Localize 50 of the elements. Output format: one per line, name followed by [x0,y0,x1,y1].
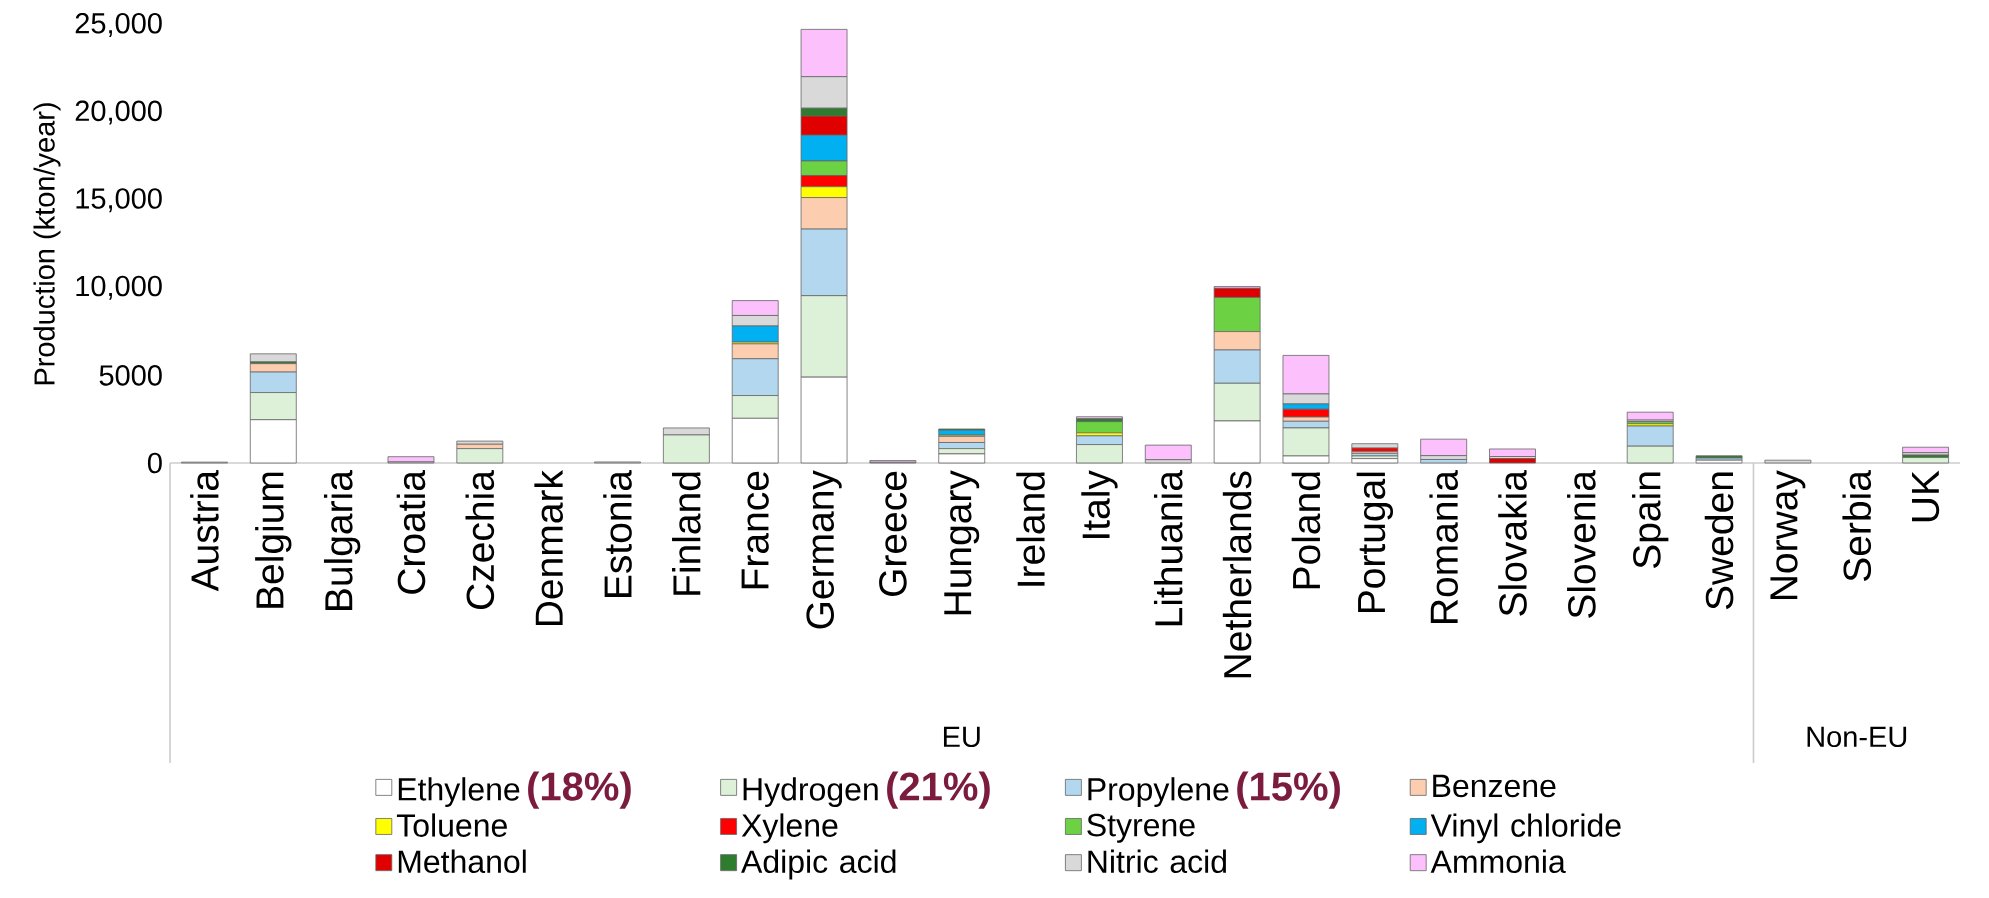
legend-label: Ammonia [1430,849,1566,874]
text: (21%) [887,771,990,809]
text: (18%) [528,771,631,809]
x-tick-label: France [741,471,769,589]
x-tick-label: Romania [1429,470,1458,623]
x-tick-label: Greece [879,471,907,596]
x-tick-label: Serbia [1842,470,1872,582]
x-tick-label: Sweden [1704,472,1734,610]
x-tick-label: Portugal [1356,472,1393,613]
x-tick-label: Austria [190,470,219,592]
x-tick-label: Denmark [534,470,563,626]
legend-label: Styrene [1087,813,1195,843]
y-tick-label: 15,000 [76,188,162,213]
x-tick-label: Bulgaria [323,470,361,610]
x-tick-label: Poland [1291,472,1321,589]
x-tick-label: Spain [1632,472,1669,569]
text: Non-EU [1807,726,1907,748]
legend-label: Xylene [741,813,838,844]
x-tick-label: Croatia [396,470,426,594]
y-axis-title: Production (kton/year) [33,103,61,385]
y-tick-label: 25,000 [75,13,162,37]
text: EU [943,726,980,748]
x-tick-label: Germany [806,470,842,629]
legend-label: Ethylene [398,777,520,808]
x-tick-label: Norway [1770,470,1806,600]
x-tick-label: Slovakia [1498,470,1527,616]
x-tick-label: UK [1912,470,1940,522]
x-tick-label: Estonia [603,470,632,597]
x-tick-label: Ireland [1016,472,1045,586]
y-tick-label: 0 [147,452,162,474]
y-tick-label: 5000 [99,365,162,386]
x-tick-label: Hungary [944,470,980,615]
legend-label: Benzene [1433,774,1556,798]
legend-label: Hydrogen [743,777,878,808]
x-tick-label: Italy [1081,470,1118,538]
x-tick-label: Slovenia [1567,470,1596,618]
x-tick-label: Finland [672,472,701,595]
y-tick-label: 10,000 [76,275,162,300]
x-tick-label: Czechia [465,470,495,609]
legend-label: Vinyl chloride [1430,813,1621,844]
legend-label: Adipic acid [741,849,896,880]
legend-label: Nitric acid [1088,849,1226,874]
x-tick-label: Netherlands [1222,471,1252,678]
legend-label: Methanol [398,849,526,874]
legend-label: Toluene [396,813,507,837]
x-tick-label: Belgium [255,472,292,608]
legend-label: Propylene [1088,777,1229,808]
text: (15%) [1237,771,1340,809]
y-tick-label: 20,000 [75,100,162,125]
x-tick-label: Lithuania [1153,470,1183,626]
